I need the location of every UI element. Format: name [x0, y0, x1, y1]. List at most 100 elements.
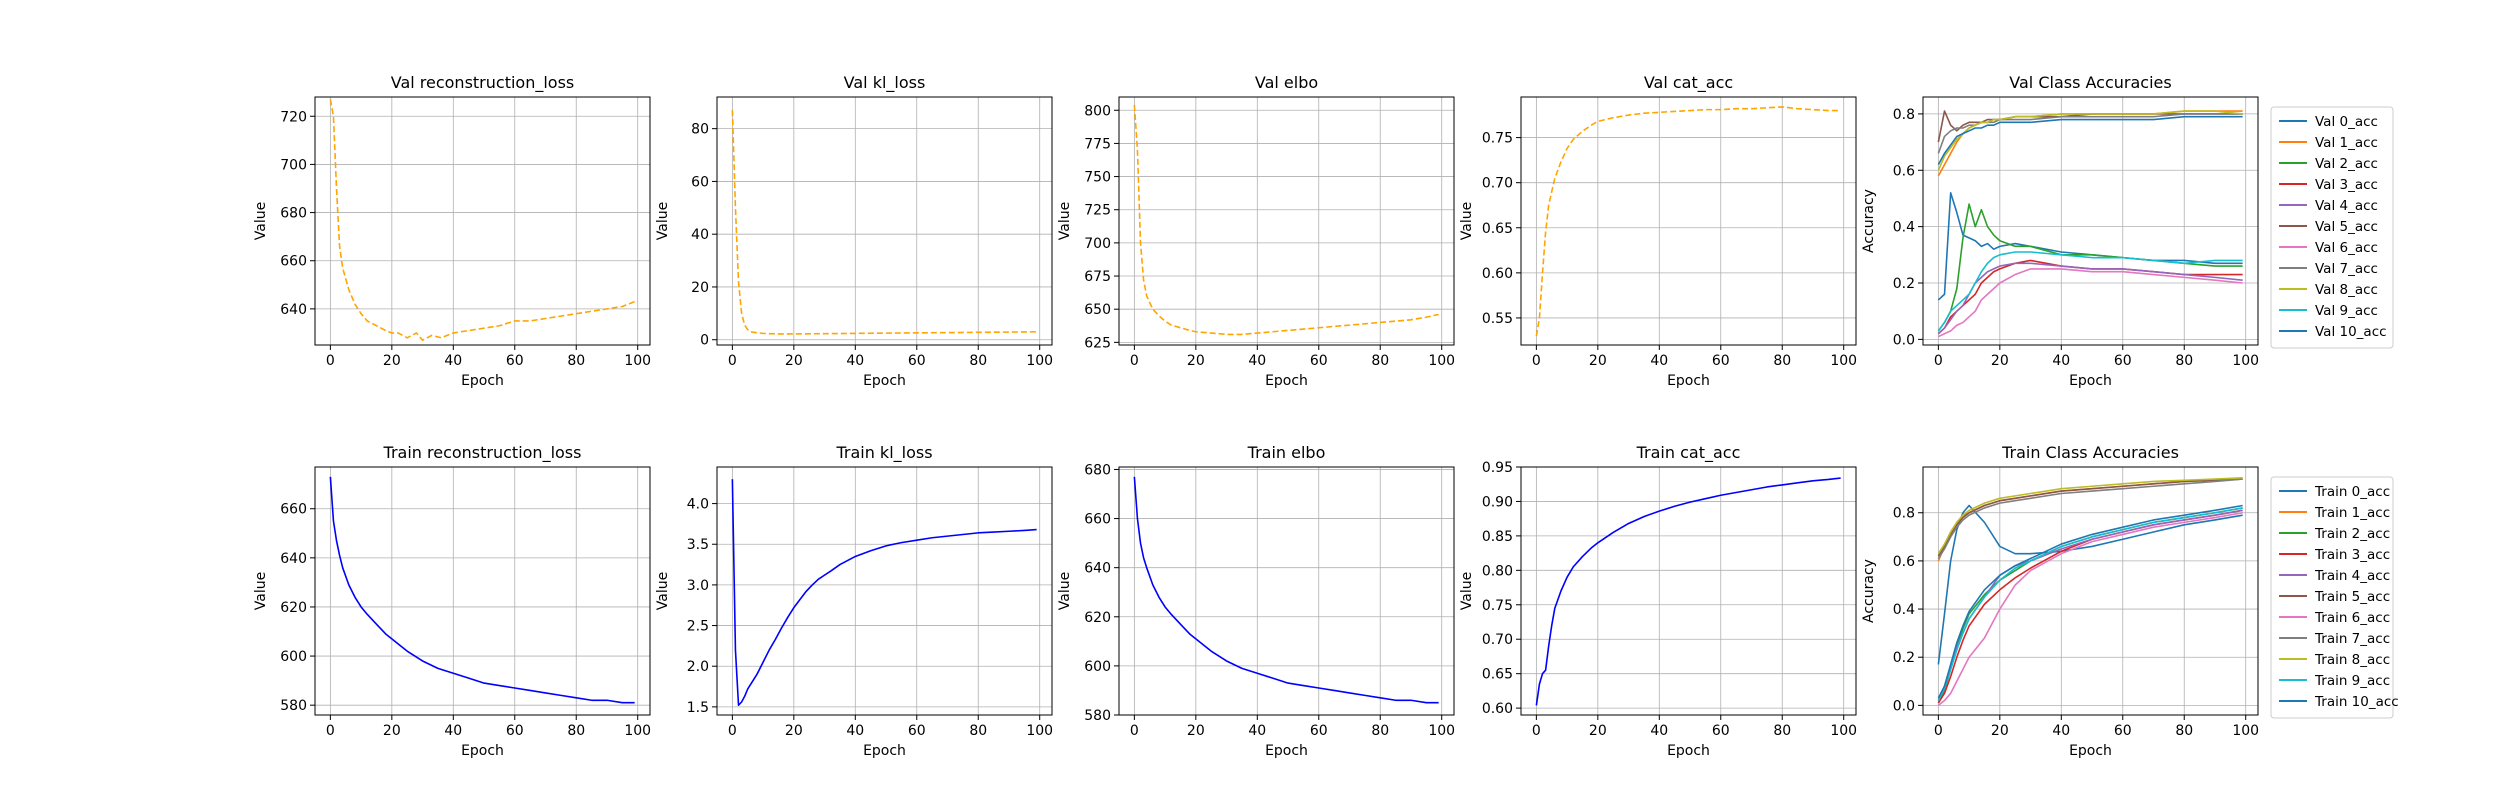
y-tick-label: 680	[280, 206, 307, 222]
x-tick-label: 0	[728, 353, 737, 369]
y-tick-label: 0.75	[1482, 131, 1513, 147]
x-tick-label: 20	[785, 723, 803, 739]
y-tick-label: 0.55	[1482, 311, 1513, 327]
legend-entry-label: Train 8_acc	[2314, 652, 2390, 668]
series-line	[731, 479, 1037, 707]
legend-entry-label: Train 3_acc	[2314, 547, 2390, 563]
x-tick-label: 80	[2175, 723, 2193, 739]
y-tick-label: 2.5	[687, 619, 709, 635]
x-tick-label: 60	[2114, 353, 2132, 369]
y-tick-label: 0.6	[1893, 554, 1915, 570]
x-tick-label: 20	[1991, 723, 2009, 739]
x-tick-label: 40	[846, 723, 864, 739]
y-axis-label: Accuracy	[1861, 189, 1877, 253]
y-tick-label: 0.0	[1893, 332, 1915, 348]
legend-box	[2270, 106, 2394, 349]
series-group	[731, 110, 1037, 335]
y-tick-label: 0.60	[1482, 701, 1513, 717]
y-axis-label: Value	[1459, 202, 1475, 240]
series-line-val-9-acc	[1937, 251, 2243, 332]
y-tick-label: 0.90	[1482, 494, 1513, 510]
y-tick-label: 660	[280, 254, 307, 270]
y-axis-label: Value	[1057, 572, 1073, 610]
y-tick-label: 4.0	[687, 497, 709, 513]
x-tick-label: 20	[1589, 353, 1607, 369]
y-tick-label: 620	[280, 600, 307, 616]
legend-entry-label: Val 9_acc	[2315, 303, 2378, 319]
x-axis-label: Epoch	[1667, 743, 1710, 759]
chart-panel: 0 20 40 60 80 100 0.0 0.2 0.4 0.6 0.8 Train Class A…	[1861, 443, 2399, 759]
x-tick-label: 100	[2232, 353, 2259, 369]
x-tick-label: 60	[1712, 723, 1730, 739]
y-tick-label: 60	[691, 174, 709, 190]
axes-frame	[716, 96, 1053, 346]
y-tick-label: 0.70	[1482, 176, 1513, 192]
y-tick-label: 650	[1084, 302, 1111, 318]
y-axis-label: Value	[1057, 202, 1073, 240]
y-tick-label: 0.85	[1482, 529, 1513, 545]
x-axis-label: Epoch	[1265, 373, 1308, 389]
legend-entry-label: Val 0_acc	[2315, 114, 2378, 130]
x-tick-label: 40	[444, 353, 462, 369]
y-tick-label: 0.0	[1893, 698, 1915, 714]
legend: Val 0_acc Val 1_acc Val 2_acc Val 3_acc Val …	[2270, 106, 2394, 349]
series-line	[1535, 477, 1841, 706]
axes-frame	[1118, 96, 1455, 346]
x-axis-label: Epoch	[461, 743, 504, 759]
x-tick-label: 80	[567, 353, 585, 369]
legend-entry-label: Val 8_acc	[2315, 282, 2378, 298]
x-tick-label: 60	[506, 723, 524, 739]
x-tick-label: 40	[1248, 353, 1266, 369]
x-tick-label: 80	[1773, 723, 1791, 739]
chart-title: Train kl_loss	[835, 443, 932, 463]
series-line-train-6-acc	[1937, 511, 2243, 706]
x-tick-label: 60	[1712, 353, 1730, 369]
y-axis-label: Accuracy	[1861, 559, 1877, 623]
x-tick-label: 100	[624, 723, 651, 739]
chart-panel: 0 20 40 60 80 100 1.5 2.0 2.5 3.0 3.5 4.0 Train kl_l…	[655, 443, 1053, 759]
y-tick-label: 0.4	[1893, 602, 1915, 618]
series-group	[329, 99, 635, 341]
y-tick-label: 1.5	[687, 700, 709, 716]
y-tick-label: 640	[1084, 561, 1111, 577]
series-line-val-10-acc	[1937, 115, 2243, 166]
y-tick-label: 2.0	[687, 659, 709, 675]
series-line-train-5-acc	[1937, 478, 2243, 557]
x-axis-label: Epoch	[2069, 373, 2112, 389]
legend-entry-label: Val 4_acc	[2315, 198, 2378, 214]
x-tick-label: 20	[1991, 353, 2009, 369]
x-tick-label: 40	[2052, 353, 2070, 369]
y-axis-label: Value	[655, 572, 671, 610]
chart-panel: 0 20 40 60 80 100 0.55 0.60 0.65 0.70 0.75 Val cat_…	[1459, 73, 1857, 389]
chart-title: Train reconstruction_loss	[383, 443, 582, 463]
y-tick-label: 0.8	[1893, 107, 1915, 123]
chart-title: Val Class Accuracies	[2009, 73, 2171, 92]
axes-frame	[314, 466, 651, 716]
y-tick-label: 680	[1084, 462, 1111, 478]
y-tick-label: 3.0	[687, 578, 709, 594]
y-tick-label: 640	[280, 551, 307, 567]
x-tick-label: 0	[326, 723, 335, 739]
y-tick-label: 660	[1084, 512, 1111, 528]
y-tick-label: 720	[280, 109, 307, 125]
y-tick-label: 725	[1084, 203, 1111, 219]
x-tick-label: 100	[1026, 723, 1053, 739]
series-line	[1133, 476, 1439, 704]
legend-entry-label: Train 6_acc	[2314, 610, 2390, 626]
x-tick-label: 40	[1650, 723, 1668, 739]
series-line-val-6-acc	[1938, 268, 2243, 338]
x-tick-label: 0	[1532, 353, 1541, 369]
legend-entry-label: Val 6_acc	[2315, 240, 2378, 256]
x-tick-label: 80	[2175, 353, 2193, 369]
y-tick-label: 600	[280, 649, 307, 665]
x-tick-label: 20	[1187, 723, 1205, 739]
x-tick-label: 40	[2052, 723, 2070, 739]
series-line	[731, 110, 1037, 335]
series-line-train-7-acc	[1937, 478, 2243, 559]
chart-title: Val reconstruction_loss	[391, 73, 575, 93]
legend-entry-label: Train 5_acc	[2314, 589, 2390, 605]
x-tick-label: 100	[1428, 353, 1455, 369]
series-line-train-8-acc	[1937, 477, 2243, 555]
y-tick-label: 80	[691, 122, 709, 138]
chart-title: Train cat_acc	[1636, 443, 1741, 463]
